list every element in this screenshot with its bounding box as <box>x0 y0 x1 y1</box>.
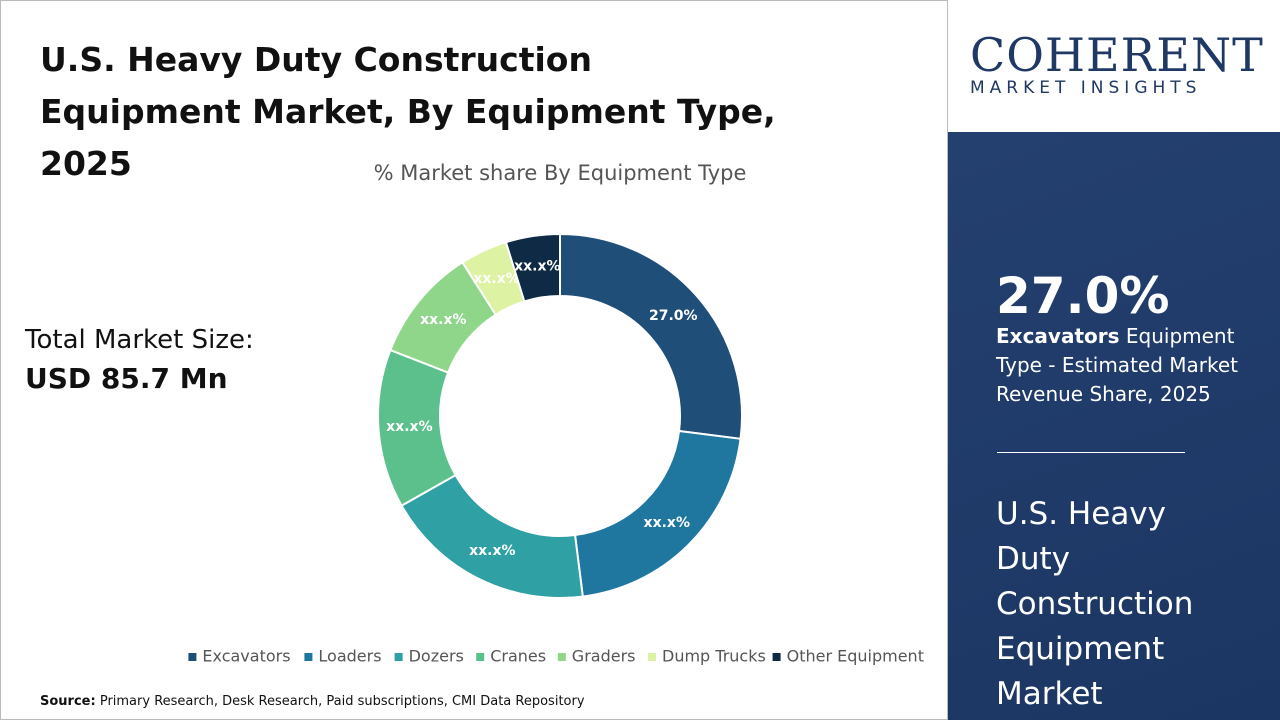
highlight-description: Excavators Equipment Type - Estimated Ma… <box>996 322 1256 409</box>
market-title: U.S. Heavy Duty Construction Equipment M… <box>996 496 1194 712</box>
data-label: xx.x% <box>473 271 519 287</box>
legend-swatch <box>188 653 197 661</box>
legend-label: Dump Trucks <box>662 647 766 666</box>
market-size-label: Total Market Size: <box>25 325 254 355</box>
chart-title: U.S. Heavy Duty Construction Equipment M… <box>40 40 776 183</box>
data-label: xx.x% <box>469 543 515 559</box>
legend-label: Graders <box>572 647 636 666</box>
market-size-value: USD 85.7 Mn <box>25 362 228 395</box>
source-label: Source: <box>40 694 96 709</box>
legend-swatch <box>772 653 781 661</box>
chart-subtitle: % Market share By Equipment Type <box>374 161 747 185</box>
data-label: xx.x% <box>644 515 690 531</box>
legend-label: Dozers <box>409 647 464 666</box>
logo-name: COHERENT <box>970 28 1264 82</box>
data-label: xx.x% <box>514 259 560 275</box>
legend-swatch <box>648 653 656 661</box>
legend-swatch <box>304 653 313 661</box>
highlight-segment: Excavators <box>996 324 1120 348</box>
donut-slice <box>559 232 743 440</box>
sidebar: 27.0% Excavators Equipment Type - Estima… <box>948 132 1280 720</box>
legend-label: Loaders <box>318 647 381 666</box>
donut-slice <box>504 232 561 303</box>
logo-tagline: MARKET INSIGHTS <box>970 78 1202 98</box>
legend-label: Excavators <box>202 647 290 666</box>
legend-swatch <box>557 653 566 661</box>
data-label: 27.0% <box>649 308 698 324</box>
divider <box>997 452 1185 453</box>
data-label: xx.x% <box>386 419 432 435</box>
legend-swatch <box>476 653 485 661</box>
highlight-value: 27.0% <box>996 267 1170 325</box>
data-label: xx.x% <box>420 312 466 328</box>
source: Source: Primary Research, Desk Research,… <box>40 694 585 709</box>
chart: % Market share By Equipment Type 27.0% xx… <box>188 161 924 666</box>
legend-label: Cranes <box>490 647 546 666</box>
highlight-text: Equipment Type - Estimated Market Revenu… <box>996 324 1239 406</box>
source-text: Primary Research, Desk Research, Paid su… <box>99 694 585 709</box>
donut-slice <box>400 473 584 599</box>
legend-swatch <box>394 653 403 661</box>
logo: COHERENT MARKET INSIGHTS <box>948 0 1280 132</box>
legend-label: Other Equipment <box>787 647 924 666</box>
